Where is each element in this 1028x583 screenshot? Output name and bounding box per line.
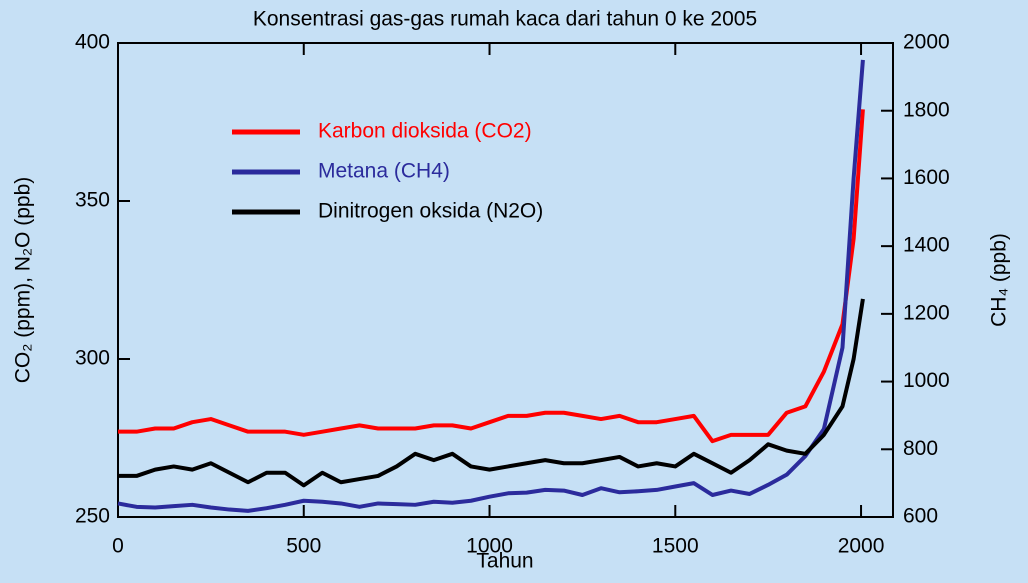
legend-label: Karbon dioksida (CO2) <box>318 120 532 143</box>
y-tick-label: 400 <box>75 31 110 54</box>
y2-tick-label: 1800 <box>903 98 950 121</box>
y-tick-label: 350 <box>75 189 110 212</box>
y-axis-label: CO₂ (ppm), N₂O (ppb) <box>12 177 35 384</box>
x-tick-label: 0 <box>112 535 124 558</box>
legend-label: Metana (CH4) <box>318 160 450 183</box>
x-tick-label: 500 <box>286 535 321 558</box>
y2-tick-label: 600 <box>903 505 938 528</box>
y-tick-label: 250 <box>75 505 110 528</box>
y2-tick-label: 1000 <box>903 369 950 392</box>
plot-frame <box>117 42 894 518</box>
series-line <box>118 298 865 488</box>
legend-label: Dinitrogen oksida (N2O) <box>318 200 543 223</box>
series-line <box>117 59 865 513</box>
y2-tick-label: 2000 <box>903 31 950 54</box>
x-tick-label: 1000 <box>466 535 513 558</box>
y-tick-label: 300 <box>75 347 110 370</box>
series-line <box>118 109 865 444</box>
y2-tick-label: 800 <box>903 437 938 460</box>
x-axis-label: Tahun <box>476 550 533 573</box>
y2-tick-label: 1400 <box>903 234 950 257</box>
y2-axis-label: CH₄ (ppb) <box>988 233 1011 327</box>
chart-title: Konsentrasi gas-gas rumah kaca dari tahu… <box>253 8 757 31</box>
x-tick-label: 2000 <box>838 535 885 558</box>
x-tick-label: 1500 <box>652 535 699 558</box>
y2-tick-label: 1600 <box>903 166 950 189</box>
y2-tick-label: 1200 <box>903 301 950 324</box>
